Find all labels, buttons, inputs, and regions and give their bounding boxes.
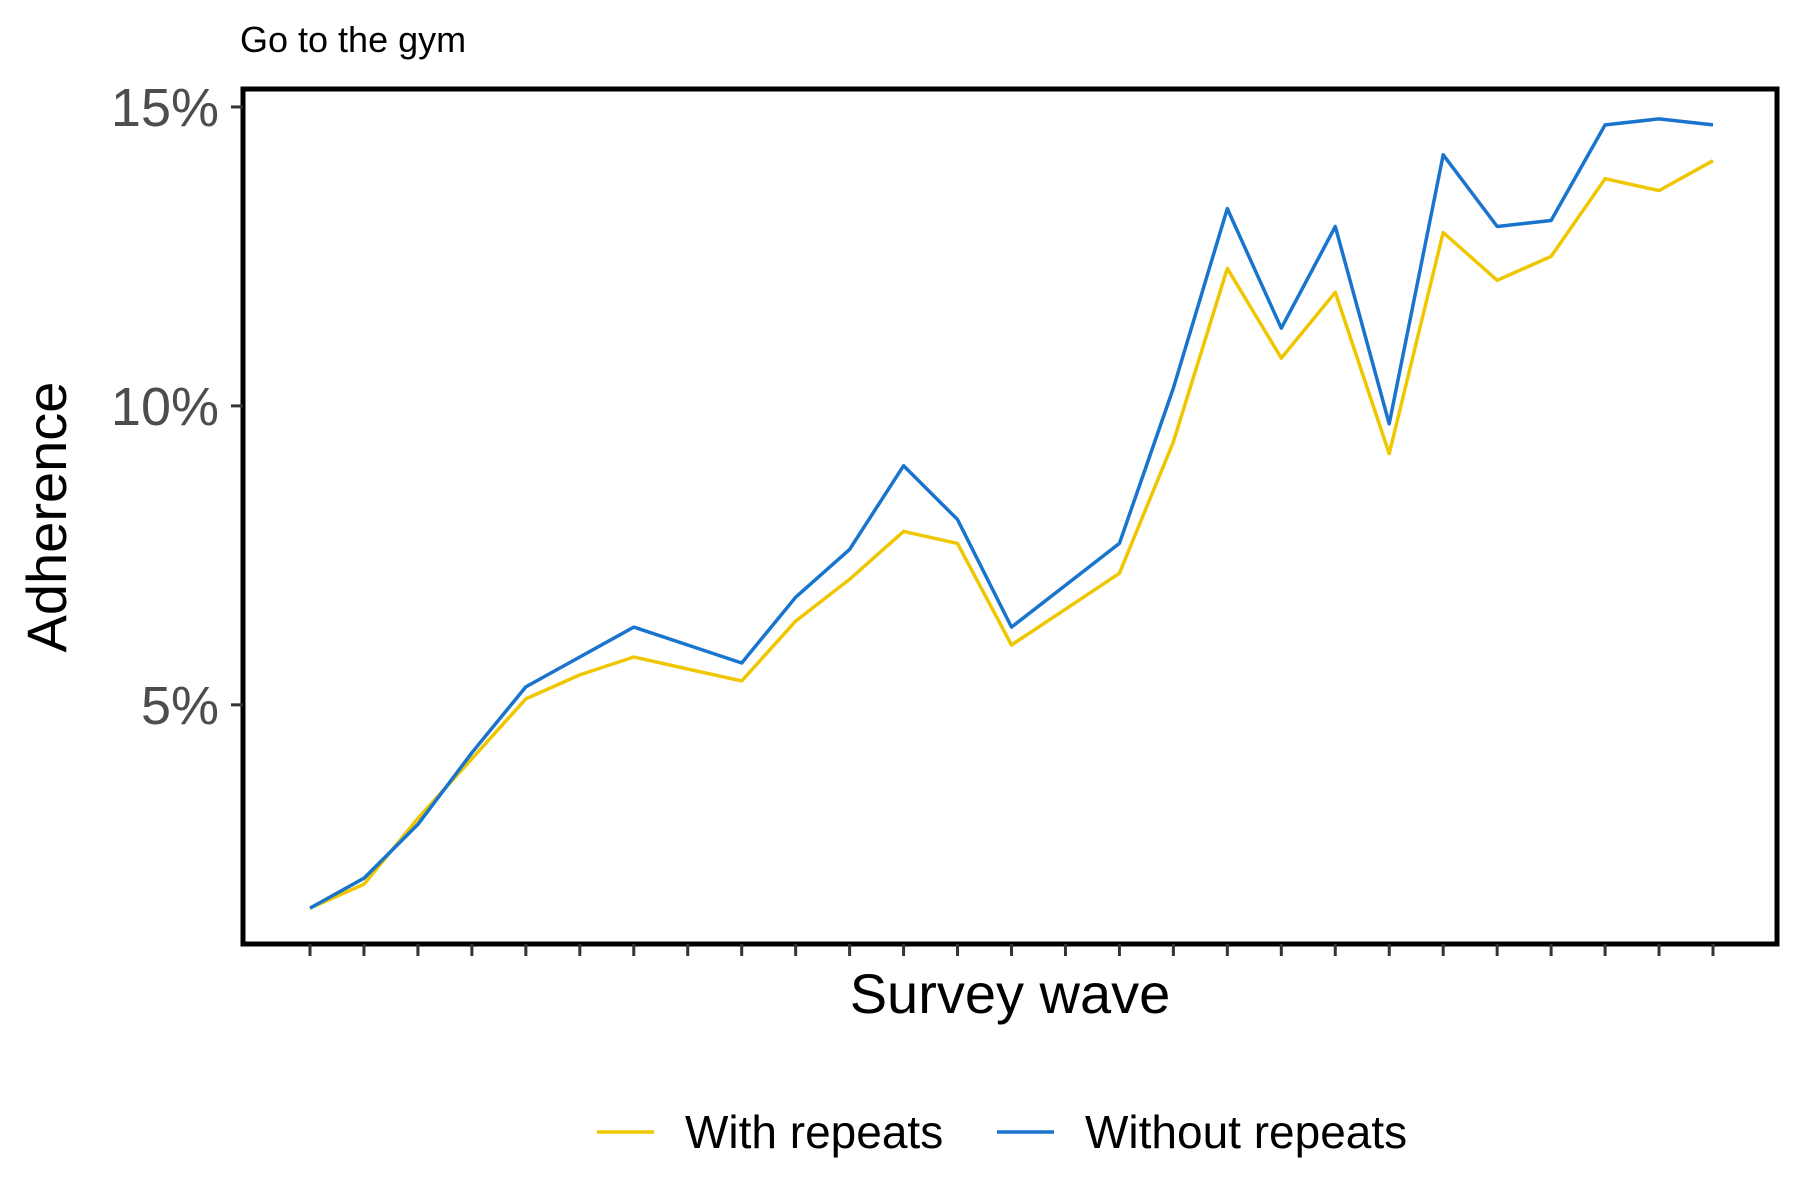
y-axis-title: Adherence	[15, 382, 78, 653]
chart-title: Go to the gym	[240, 19, 466, 60]
legend-label-with-repeats: With repeats	[685, 1106, 943, 1158]
y-tick-label: 5%	[141, 676, 219, 736]
legend-label-without-repeats: Without repeats	[1085, 1106, 1407, 1158]
y-axis: 5% 10% 15%	[111, 78, 243, 736]
series-layer	[309, 117, 1714, 910]
x-axis-title: Survey wave	[850, 962, 1171, 1025]
legend: With repeats Without repeats	[597, 1106, 1407, 1158]
series-line-with-repeats	[309, 159, 1714, 910]
y-tick-label: 15%	[111, 78, 219, 138]
x-axis	[308, 944, 1715, 956]
plot-panel	[240, 86, 1780, 947]
y-tick-label: 10%	[111, 377, 219, 437]
series-line-without-repeats	[309, 117, 1714, 910]
